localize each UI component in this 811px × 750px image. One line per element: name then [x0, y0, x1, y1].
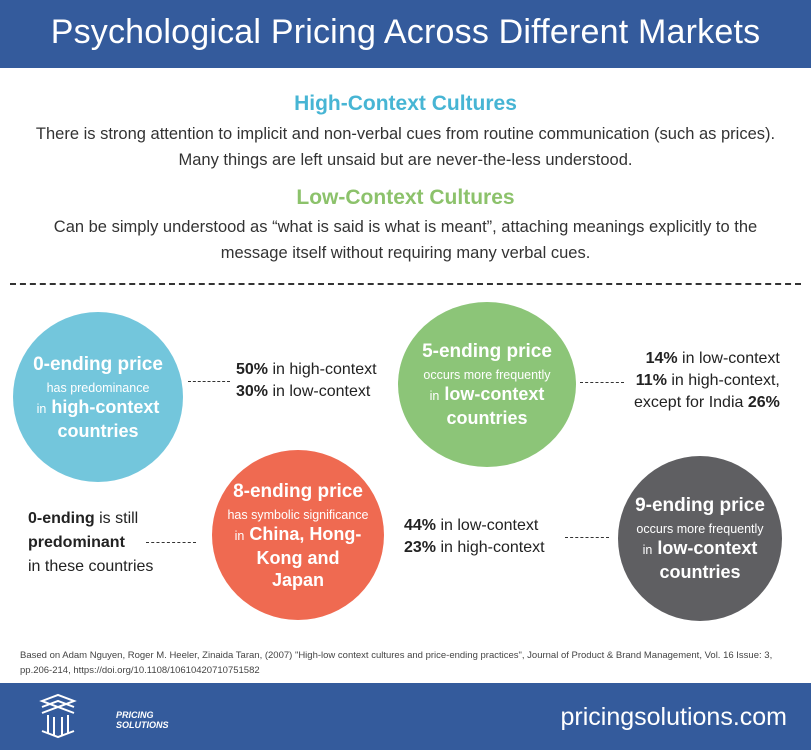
five-ending-circle: 5-ending price occurs more frequently in… — [398, 302, 576, 467]
cube-logo-icon — [39, 693, 77, 739]
dashed-divider — [10, 283, 801, 285]
five-ending-target-text: low-context countries — [444, 384, 545, 428]
zero-ending-target: in high-context countries — [36, 396, 160, 441]
nine-ending-connector — [565, 537, 609, 538]
eight-ending-connector — [146, 542, 196, 543]
zero-ending-target-text: high-context countries — [51, 396, 160, 441]
zero-ending-stats: 50% in high-context 30% in low-context — [236, 361, 377, 400]
eight-ending-target: in China, Hong-Kong and Japan — [234, 523, 362, 590]
nine-ending-subtitle: occurs more frequently — [636, 522, 764, 536]
low-context-description: Can be simply understood as “what is sai… — [53, 218, 758, 262]
zero-ending-connector — [188, 381, 230, 382]
page-title: Psychological Pricing Across Different M… — [50, 13, 761, 51]
eight-ending-stats: 0-ending is still predominant in these c… — [28, 510, 154, 575]
nine-ending-title: 9-ending price — [635, 495, 765, 516]
eight-ending-target-text: China, Hong-Kong and Japan — [249, 523, 362, 590]
footer-banner: PRICING SOLUTIONS pricingsolutions.com — [0, 683, 811, 750]
five-ending-target: in low-context countries — [429, 384, 545, 428]
high-context-description: There is strong attention to implicit an… — [35, 125, 776, 169]
source-citation: Based on Adam Nguyen, Roger M. Heeler, Z… — [20, 650, 773, 676]
pricing-solutions-logo: PRICING SOLUTIONS — [38, 693, 169, 739]
eight-ending-circle: 8-ending price has symbolic significance… — [212, 450, 384, 620]
zero-ending-circle: 0-ending price has predominance in high-… — [13, 312, 183, 482]
nine-ending-target-text: low-context countries — [657, 538, 758, 582]
nine-ending-circle: 9-ending price occurs more frequently in… — [618, 456, 782, 621]
five-ending-connector — [580, 382, 624, 383]
high-context-heading: High-Context Cultures — [294, 92, 517, 115]
header-banner: Psychological Pricing Across Different M… — [0, 0, 811, 68]
five-ending-stats: 14% in low-context 11% in high-context, … — [634, 350, 780, 411]
low-context-heading: Low-Context Cultures — [296, 186, 515, 209]
logo-wordmark: PRICING SOLUTIONS — [116, 710, 169, 730]
five-ending-title: 5-ending price — [422, 341, 552, 362]
nine-ending-stats: 44% in low-context 23% in high-context — [404, 517, 545, 556]
website-link[interactable]: pricingsolutions.com — [560, 703, 788, 731]
five-ending-subtitle: occurs more frequently — [423, 368, 551, 382]
zero-ending-title: 0-ending price — [33, 353, 163, 375]
zero-ending-subtitle: has predominance — [46, 380, 150, 395]
eight-ending-title: 8-ending price — [233, 480, 363, 502]
eight-ending-subtitle: has symbolic significance — [227, 507, 369, 522]
nine-ending-target: in low-context countries — [642, 538, 758, 582]
